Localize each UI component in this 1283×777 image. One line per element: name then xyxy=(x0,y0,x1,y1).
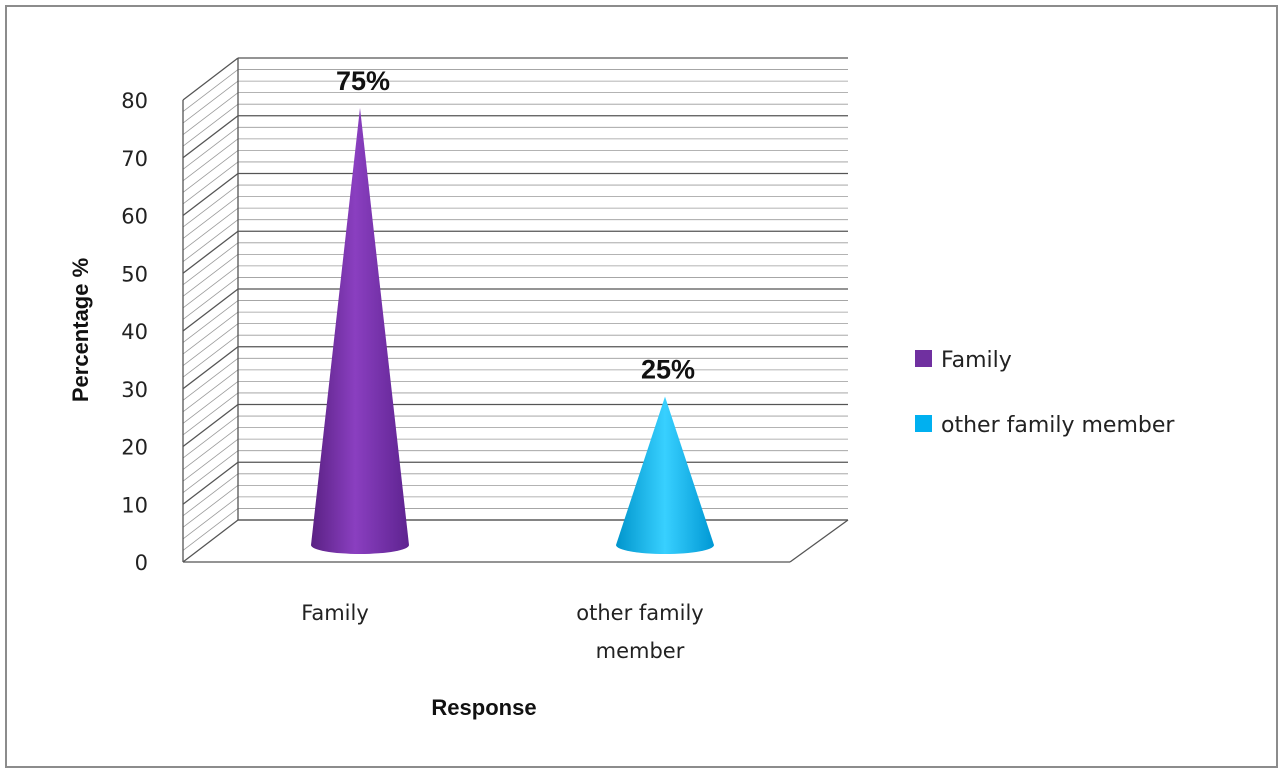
data-label: 25% xyxy=(641,355,695,385)
side-wall-gridline xyxy=(182,485,239,528)
side-wall-gridline xyxy=(182,496,239,540)
side-wall-gridline xyxy=(182,69,239,112)
legend-label-other-family-member: other family member xyxy=(941,413,1175,438)
floor-right-edge xyxy=(789,519,849,563)
side-wall-gridline xyxy=(182,427,239,470)
chart-border xyxy=(5,5,1278,768)
y-tick-label: 10 xyxy=(121,493,148,517)
side-wall-gridline xyxy=(182,92,239,135)
side-wall-gridline xyxy=(182,300,239,343)
data-label: 75% xyxy=(336,66,390,96)
side-wall-gridline xyxy=(182,415,239,459)
side-wall-gridline xyxy=(182,392,239,436)
side-wall-gridline xyxy=(182,438,239,482)
y-tick-label: 0 xyxy=(135,551,148,575)
cone-family xyxy=(311,107,409,554)
side-wall-gridline xyxy=(182,381,239,424)
side-wall-gridline xyxy=(182,219,239,263)
y-axis-ticks: 0 10 20 30 40 50 60 70 80 xyxy=(121,89,148,575)
side-wall-gridline xyxy=(182,230,239,274)
x-category-label: other family xyxy=(576,601,703,625)
cone-other-family-member xyxy=(616,396,714,554)
side-wall-gridline xyxy=(182,461,239,505)
side-wall-gridline xyxy=(182,265,239,309)
y-tick-label: 20 xyxy=(121,436,148,460)
x-axis-title: Response xyxy=(431,695,536,720)
side-wall-gridline xyxy=(182,161,239,205)
side-wall-gridline xyxy=(182,346,239,390)
y-axis-title: Percentage % xyxy=(68,258,93,402)
y-tick-label: 50 xyxy=(121,262,148,286)
cone-marks xyxy=(311,107,714,554)
legend-label-family: Family xyxy=(941,348,1012,373)
side-wall-gridline xyxy=(182,508,239,551)
side-wall-gridline xyxy=(182,311,239,355)
side-wall-gridline xyxy=(182,357,239,401)
x-category-label: member xyxy=(596,639,685,663)
cone-body xyxy=(311,107,409,554)
side-wall-gridline xyxy=(182,254,239,297)
data-labels: 75% 25% xyxy=(336,66,695,385)
y-tick-label: 30 xyxy=(121,378,148,402)
side-wall-gridline xyxy=(182,288,239,332)
legend: Family other family member xyxy=(915,348,1175,438)
side-wall-gridline xyxy=(182,103,239,147)
cone-body xyxy=(616,396,714,554)
side-wall-gridline xyxy=(182,150,239,193)
side-wall-gridline xyxy=(182,519,239,563)
side-wall-gridline xyxy=(182,138,239,182)
y-tick-label: 60 xyxy=(121,205,148,229)
y-tick-label: 70 xyxy=(121,147,148,171)
side-wall-gridline xyxy=(182,473,239,517)
side-wall-gridline xyxy=(182,172,239,217)
side-wall-gridline xyxy=(182,242,239,286)
legend-swatch-other-family-member xyxy=(915,415,932,432)
legend-swatch-family xyxy=(915,350,932,367)
side-wall-gridline xyxy=(182,323,239,366)
side-wall-gridline xyxy=(182,369,239,413)
side-wall-gridline xyxy=(182,207,239,251)
side-wall-gridline xyxy=(182,277,239,320)
side-wall-gridline xyxy=(182,334,239,378)
y-tick-label: 40 xyxy=(121,320,148,344)
side-wall-gridline xyxy=(182,80,239,124)
side-wall-gridline xyxy=(182,57,239,101)
y-tick-label: 80 xyxy=(121,89,148,113)
side-wall-gridline xyxy=(182,115,239,159)
side-wall-gridline xyxy=(182,450,239,494)
x-axis-categories: Family other family member xyxy=(301,601,704,663)
side-wall-gridline xyxy=(182,403,239,448)
side-wall-gridline xyxy=(182,126,239,170)
side-wall-gridline xyxy=(182,184,239,228)
x-category-label: Family xyxy=(301,601,369,625)
side-wall-gridline xyxy=(182,196,239,239)
